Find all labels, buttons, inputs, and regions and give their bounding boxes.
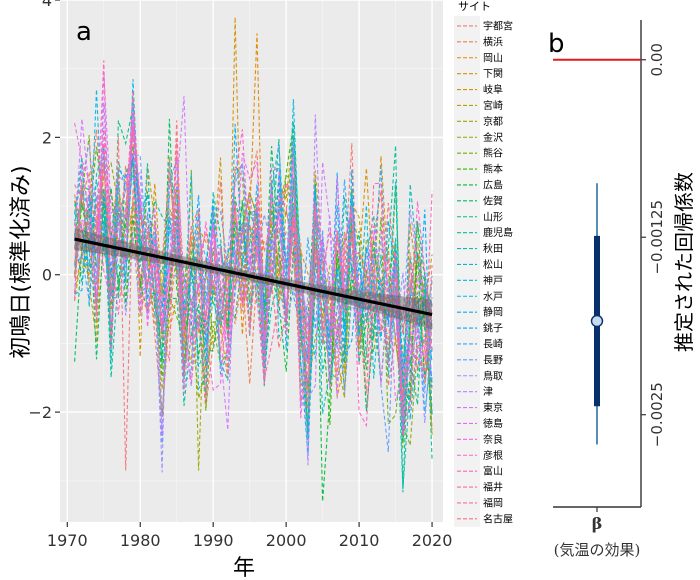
legend-label: 長野 [483, 354, 503, 366]
legend-label: 津 [483, 386, 493, 398]
legend-label: 長崎 [483, 337, 503, 350]
legend-label: 岐阜 [483, 83, 503, 96]
panel-a: 1970 1980 1990 2000 2010 2020 −2 0 2 4 a 年 初鳴日(標… [9, 0, 452, 580]
trend-line [74, 237, 433, 317]
x-axis-title: 年 [233, 556, 255, 580]
legend-label: 奈良 [483, 433, 503, 446]
legend-label: 名古屋 [483, 512, 513, 525]
legend-label: 鳥取 [483, 369, 503, 382]
series-line [74, 168, 433, 471]
legend: サイト 宇都宮横浜岡山下関岐阜宮崎京都金沢熊谷熊本広島佐賀山形鹿児島秋田松山神戸… [454, 0, 513, 527]
legend-label: 銚子 [483, 322, 503, 335]
legend-title: サイト [458, 0, 491, 13]
series-line [74, 91, 433, 403]
x-tick-label: 2010 [339, 531, 380, 550]
legend-label: 福岡 [483, 496, 503, 509]
y-tick-label: 4 [42, 0, 52, 10]
b-y-axis-ticks: 0.00 −0.00125 −0.0025 [641, 43, 666, 447]
series-line [74, 122, 433, 434]
b-y-tick-label: 0.00 [648, 43, 666, 76]
legend-label: 松山 [483, 258, 503, 271]
legend-label: 金沢 [483, 131, 503, 144]
legend-label: 徳島 [483, 417, 503, 430]
series-line [74, 60, 433, 436]
y-axis-title: 初鳴日(標準化済み) [9, 165, 34, 358]
x-tick-label: 2000 [266, 531, 307, 550]
b-category-label: β [592, 514, 603, 533]
b-y-axis-title: 推定された回帰係数 [672, 172, 696, 352]
legend-label: 宇都宮 [483, 19, 513, 32]
legend-label: 鹿児島 [483, 226, 513, 239]
panel-letter-a: a [76, 17, 92, 47]
legend-label: 下関 [483, 68, 503, 80]
legend-label: 彦根 [483, 449, 503, 462]
x-axis-ticks: 1970 1980 1990 2000 2010 2020 [47, 522, 452, 550]
legend-label: 宮崎 [483, 99, 503, 112]
series-line [74, 136, 433, 471]
legend-key-background [454, 16, 480, 527]
b-y-tick-label: −0.0025 [648, 382, 666, 447]
panel-letter-b: b [548, 29, 565, 59]
legend-label: 岡山 [483, 52, 503, 64]
series-line [74, 165, 433, 432]
x-tick-label: 1990 [193, 531, 234, 550]
panel-b: b 0.00 −0.00125 −0.0025 β (気温の効果) 推定された回帰係… [548, 20, 696, 559]
legend-label: 富山 [483, 465, 503, 478]
legend-label: 水戸 [483, 291, 503, 303]
legend-label: 京都 [483, 115, 503, 128]
x-tick-label: 2020 [412, 531, 453, 550]
point-estimate [590, 314, 604, 328]
b-y-tick-label: −0.00125 [648, 200, 666, 275]
b-category-sublabel: (気温の効果) [554, 541, 641, 559]
legend-label: 神戸 [483, 274, 503, 287]
legend-label: 広島 [483, 178, 503, 191]
legend-label: 山形 [483, 211, 503, 223]
series-line [74, 145, 433, 493]
y-tick-label: −2 [28, 403, 52, 422]
legend-label: 静岡 [483, 306, 503, 319]
legend-label: 東京 [483, 401, 503, 414]
series-line [74, 99, 433, 388]
y-axis-ticks: −2 0 2 4 [28, 0, 60, 422]
legend-label: 福井 [483, 481, 503, 494]
legend-label: 熊谷 [483, 147, 503, 160]
legend-label: 熊本 [483, 163, 503, 176]
legend-label: 秋田 [483, 242, 503, 255]
legend-label: 横浜 [483, 35, 503, 48]
series-line [74, 114, 433, 466]
series-line [74, 102, 433, 473]
x-tick-label: 1970 [47, 531, 88, 550]
y-tick-label: 2 [42, 128, 52, 147]
confidence-band [74, 228, 433, 330]
y-tick-label: 0 [42, 266, 52, 285]
series-line [74, 129, 433, 418]
x-tick-label: 1980 [120, 531, 161, 550]
legend-label: 佐賀 [483, 195, 503, 207]
series-line [74, 17, 433, 409]
